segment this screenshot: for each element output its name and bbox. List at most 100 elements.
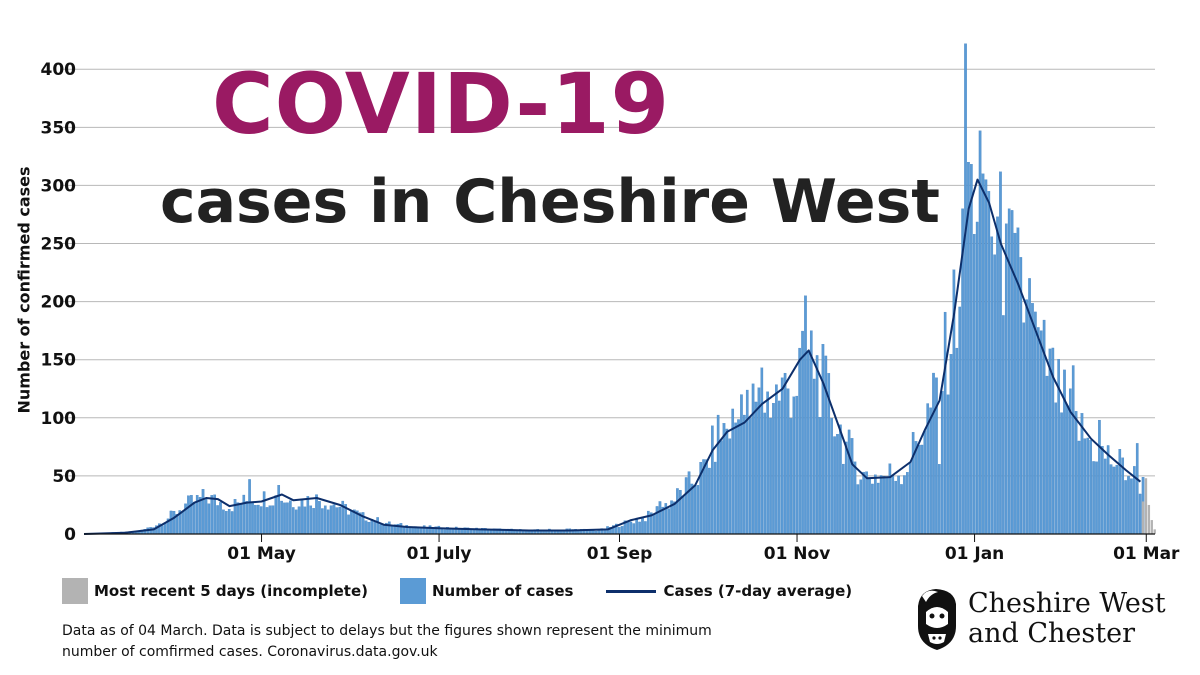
case-bar xyxy=(687,471,691,535)
case-bar xyxy=(254,505,257,535)
case-bar xyxy=(812,378,816,535)
case-bar xyxy=(935,377,938,535)
case-bar xyxy=(859,479,863,535)
case-bar xyxy=(632,523,636,535)
case-bar xyxy=(1010,210,1014,535)
case-bar xyxy=(326,509,330,535)
case-bar xyxy=(428,525,432,535)
logo-text: Cheshire West and Chester xyxy=(968,589,1166,649)
case-bar xyxy=(318,501,321,535)
y-axis-label: Number of confirmed cases xyxy=(14,166,34,414)
case-bar xyxy=(222,509,225,535)
case-bar xyxy=(745,389,749,535)
case-bar xyxy=(408,527,411,535)
average-line xyxy=(83,178,1142,535)
case-bar xyxy=(681,495,685,535)
case-bar xyxy=(801,330,804,535)
case-bar xyxy=(690,483,694,535)
case-bar xyxy=(879,475,883,535)
case-bar xyxy=(259,506,263,535)
case-bar xyxy=(280,500,283,535)
x-tick-label: 01 Jan xyxy=(945,544,1004,564)
case-bar xyxy=(163,522,167,535)
case-bar xyxy=(1124,480,1127,535)
chart-area: 0 50 100 150 200 250 300 350 400 01 May 01 July 01 … xyxy=(14,43,1180,564)
case-bar xyxy=(900,484,903,535)
case-bar xyxy=(815,355,819,535)
case-bar xyxy=(242,494,246,535)
case-bar xyxy=(187,495,190,535)
case-bar xyxy=(833,436,836,535)
case-bar xyxy=(984,179,988,535)
case-bar xyxy=(652,514,656,535)
case-bar xyxy=(705,459,708,535)
case-bar xyxy=(626,520,630,535)
case-bar xyxy=(696,485,700,535)
case-bar xyxy=(737,419,740,535)
legend-label-incomplete: Most recent 5 days (incomplete) xyxy=(94,582,368,600)
case-bar xyxy=(923,430,927,535)
case-bar xyxy=(783,372,787,535)
case-bar xyxy=(1034,311,1037,535)
case-bar xyxy=(646,510,650,535)
case-bar xyxy=(975,221,979,535)
case-bar xyxy=(795,395,799,535)
case-bar xyxy=(818,417,822,535)
cases-chart: 0 50 100 150 200 250 300 350 400 01 May 01 July 01 … xyxy=(41,43,1180,564)
case-bar xyxy=(277,485,281,535)
case-bar xyxy=(766,391,769,535)
y-tick-label: 0 xyxy=(64,525,76,545)
case-bar xyxy=(667,508,670,535)
case-bar xyxy=(283,502,286,535)
case-bar xyxy=(1039,330,1043,535)
case-bar xyxy=(824,355,828,535)
case-bar xyxy=(978,130,982,535)
case-bar xyxy=(629,521,633,535)
case-bar xyxy=(711,425,714,535)
case-bar xyxy=(329,505,333,535)
case-bar xyxy=(763,412,767,535)
case-bar xyxy=(856,484,860,535)
case-bar xyxy=(655,506,659,535)
case-bar xyxy=(673,501,676,535)
case-bar xyxy=(792,396,796,535)
case-bar xyxy=(245,501,249,535)
x-tick-label: 01 May xyxy=(227,544,296,564)
case-bar xyxy=(888,463,892,535)
case-bar xyxy=(946,394,950,535)
case-bar xyxy=(379,524,382,535)
case-bar xyxy=(198,497,202,535)
case-bar xyxy=(1048,348,1052,535)
case-bar xyxy=(836,434,839,535)
case-bar xyxy=(449,528,452,535)
case-bar xyxy=(789,418,793,535)
logo-line-2: and Chester xyxy=(968,618,1135,649)
y-tick-label: 150 xyxy=(41,351,77,371)
case-bar xyxy=(850,438,854,535)
case-bar xyxy=(844,441,848,535)
case-bar xyxy=(972,234,976,535)
case-bar xyxy=(364,520,368,535)
case-bar xyxy=(658,501,662,535)
case-bar xyxy=(274,495,278,535)
case-bar xyxy=(908,462,912,535)
case-bar xyxy=(1025,299,1028,535)
case-bar xyxy=(1115,464,1119,535)
case-bar xyxy=(1031,303,1034,535)
case-bar xyxy=(332,504,336,535)
case-bar xyxy=(970,164,973,535)
case-bar xyxy=(315,494,318,535)
case-bar xyxy=(638,521,641,535)
case-bar xyxy=(230,511,234,535)
case-bar xyxy=(620,526,624,535)
case-bar xyxy=(807,351,810,535)
case-bar xyxy=(1095,461,1098,535)
case-bar xyxy=(204,497,208,535)
case-bar xyxy=(291,507,295,535)
y-tick-label: 250 xyxy=(41,235,77,255)
case-bar xyxy=(644,521,647,535)
case-bar xyxy=(169,510,173,535)
x-tick-label: 01 July xyxy=(407,544,472,564)
case-bar xyxy=(1074,411,1078,535)
case-bar xyxy=(999,171,1002,535)
